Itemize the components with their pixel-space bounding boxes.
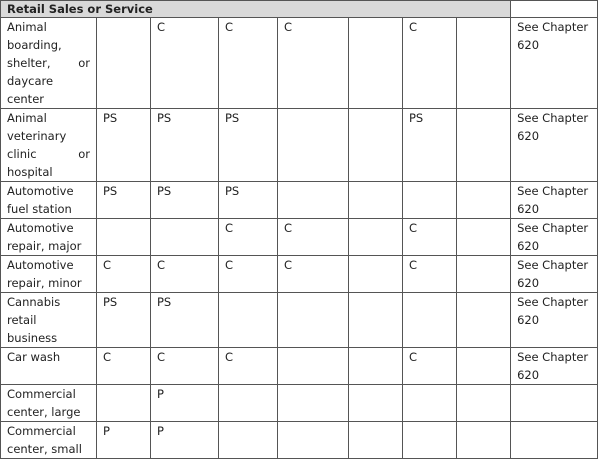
permission-cell: C xyxy=(218,17,278,109)
table-row: Animal veterinary clinic or hospital PS PS… xyxy=(0,108,599,182)
permission-cell: C xyxy=(218,255,278,293)
table-row: Car wash C C C C See Chapter 620 xyxy=(0,347,599,385)
permission-cell xyxy=(455,292,512,348)
table-row: Commercial center, large P xyxy=(0,384,599,422)
permission-cell: C xyxy=(150,17,219,109)
permission-cell xyxy=(96,17,151,109)
note-cell xyxy=(510,384,599,422)
use-name: Automotive repair, major xyxy=(0,218,97,256)
use-name: Commercial center, small xyxy=(0,421,97,459)
permission-cell xyxy=(455,181,512,219)
permission-cell xyxy=(218,384,278,422)
note-cell: See Chapter 620 xyxy=(510,218,599,256)
use-name: Automotive fuel station xyxy=(0,181,97,219)
permission-cell xyxy=(96,384,151,422)
table-row: Automotive repair, minor C C C C C See Chapter… xyxy=(0,255,599,293)
section-header-blank xyxy=(510,0,599,18)
permission-cell xyxy=(402,292,457,348)
use-name: Cannabis retail business xyxy=(0,292,97,348)
permission-cell xyxy=(348,255,403,293)
permission-cell xyxy=(455,17,512,109)
permission-cell xyxy=(277,181,349,219)
permission-cell xyxy=(348,292,403,348)
permission-cell: C xyxy=(277,218,349,256)
permission-cell xyxy=(348,108,403,182)
permission-cell: C xyxy=(150,347,219,385)
permission-cell xyxy=(455,347,512,385)
permission-cell xyxy=(348,218,403,256)
permission-cell: PS xyxy=(96,181,151,219)
permission-cell: P xyxy=(150,421,219,459)
note-cell: See Chapter 620 xyxy=(510,292,599,348)
permission-cell xyxy=(402,384,457,422)
permission-cell: PS xyxy=(96,292,151,348)
table-row: Automotive fuel station PS PS PS See Chapter… xyxy=(0,181,599,219)
permission-cell: PS xyxy=(402,108,457,182)
permission-cell xyxy=(277,292,349,348)
table-row: Animal boarding, shelter, or daycare cen… xyxy=(0,17,599,109)
note-cell: See Chapter 620 xyxy=(510,17,599,109)
use-name: Animal veterinary clinic or hospital xyxy=(0,108,97,182)
permission-cell: P xyxy=(150,384,219,422)
permission-cell xyxy=(277,108,349,182)
permission-cell: C xyxy=(150,255,219,293)
permission-cell: C xyxy=(277,255,349,293)
permission-cell xyxy=(455,384,512,422)
permission-cell: C xyxy=(402,218,457,256)
permission-cell xyxy=(455,218,512,256)
use-name: Automotive repair, minor xyxy=(0,255,97,293)
permission-cell xyxy=(348,384,403,422)
permission-cell xyxy=(348,17,403,109)
permission-cell: C xyxy=(402,17,457,109)
note-cell: See Chapter 620 xyxy=(510,181,599,219)
permission-cell xyxy=(150,218,219,256)
permission-cell xyxy=(348,421,403,459)
permission-cell: C xyxy=(218,218,278,256)
use-name: Car wash xyxy=(0,347,97,385)
permission-cell xyxy=(277,347,349,385)
use-name: Animal boarding, shelter, or daycare cen… xyxy=(0,17,97,109)
note-cell: See Chapter 620 xyxy=(510,255,599,293)
permission-cell: PS xyxy=(218,181,278,219)
table-row: Commercial center, small P P xyxy=(0,421,599,459)
permission-cell xyxy=(348,347,403,385)
permission-cell: C xyxy=(96,255,151,293)
use-name: Commercial center, large xyxy=(0,384,97,422)
note-cell xyxy=(510,421,599,459)
permission-cell: PS xyxy=(150,292,219,348)
table-row: Automotive repair, major C C C See Chapter 6… xyxy=(0,218,599,256)
permission-cell xyxy=(348,181,403,219)
permission-cell: C xyxy=(402,255,457,293)
permission-cell xyxy=(455,421,512,459)
table-row: Cannabis retail business PS PS See Chapter … xyxy=(0,292,599,348)
permission-cell: C xyxy=(402,347,457,385)
section-header-row: Retail Sales or Service xyxy=(0,0,599,18)
permission-cell: P xyxy=(96,421,151,459)
permission-cell: PS xyxy=(150,108,219,182)
note-cell: See Chapter 620 xyxy=(510,347,599,385)
permission-cell: PS xyxy=(96,108,151,182)
permission-cell xyxy=(455,108,512,182)
permission-cell xyxy=(402,181,457,219)
section-title: Retail Sales or Service xyxy=(0,0,512,18)
permission-cell: PS xyxy=(218,108,278,182)
permission-cell xyxy=(402,421,457,459)
note-cell: See Chapter 620 xyxy=(510,108,599,182)
permission-cell: C xyxy=(218,347,278,385)
permission-cell xyxy=(218,421,278,459)
permission-cell xyxy=(277,421,349,459)
permission-cell: C xyxy=(277,17,349,109)
permission-cell xyxy=(218,292,278,348)
permission-cell xyxy=(455,255,512,293)
permission-cell: PS xyxy=(150,181,219,219)
permission-cell: C xyxy=(96,347,151,385)
permission-cell xyxy=(277,384,349,422)
permission-cell xyxy=(96,218,151,256)
